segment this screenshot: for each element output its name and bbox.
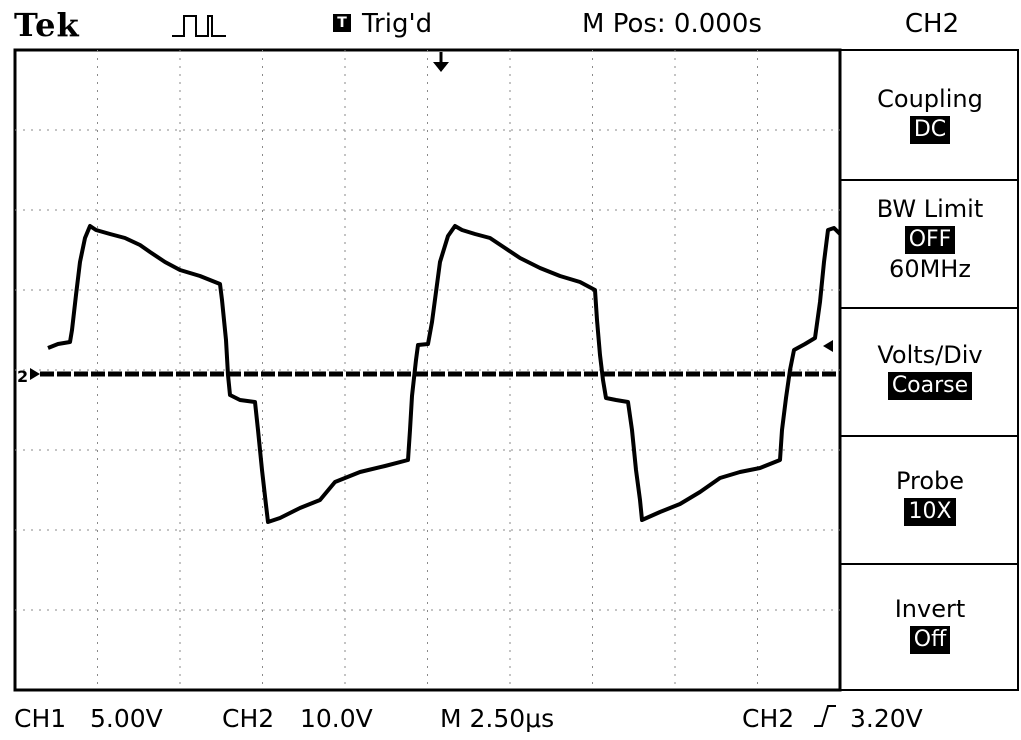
trigger-status: Trig'd (362, 9, 433, 39)
ch1-label: CH1 (14, 704, 67, 733)
ch2-label: CH2 (222, 704, 275, 733)
ch2-scale: 10.0V (300, 704, 373, 733)
status-bar: Tek T Trig'd M Pos: 0.000s CH2 (0, 0, 1021, 46)
probe-option[interactable]: Probe 10X (840, 466, 1020, 526)
channel-menu: Coupling DC BW Limit OFF 60MHz Volts/Div… (840, 52, 1021, 692)
menu-channel-title: CH2 (904, 9, 960, 39)
ch2-trace (47, 224, 842, 524)
coupling-value: DC (909, 116, 951, 144)
bw-limit-option[interactable]: BW Limit OFF 60MHz (840, 194, 1020, 284)
bw-limit-frequency: 60MHz (889, 255, 971, 283)
volts-div-option[interactable]: Volts/Div Coarse (840, 340, 1020, 400)
trigger-level: 3.20V (850, 704, 923, 733)
ch1-scale: 5.00V (90, 704, 163, 733)
ch2-ground-marker: 2 (17, 367, 28, 386)
trigger-level-marker (823, 340, 833, 352)
coupling-label: Coupling (877, 85, 983, 113)
bw-limit-label: BW Limit (876, 195, 984, 223)
volts-div-label: Volts/Div (877, 341, 983, 369)
acquisition-run-icon (172, 15, 226, 37)
trigger-position-marker (433, 62, 449, 72)
bw-limit-value: OFF (904, 226, 956, 254)
trigger-status-icon: T (333, 14, 351, 32)
timebase: M 2.50μs (440, 704, 555, 733)
rising-edge-icon (812, 702, 838, 738)
probe-value: 10X (904, 498, 956, 526)
invert-value: Off (909, 626, 951, 654)
graticule-grid (15, 50, 840, 690)
ground-arrow-icon (30, 368, 40, 380)
coupling-option[interactable]: Coupling DC (840, 84, 1020, 144)
menu-dividers (840, 179, 1018, 565)
invert-option[interactable]: Invert Off (840, 594, 1020, 654)
trigger-source: CH2 (742, 704, 795, 733)
brand-logo: Tek (14, 6, 80, 44)
bottom-status-bar: CH1 5.00V CH2 10.0V M 2.50μs CH2 3.20V (0, 698, 1021, 740)
horizontal-position: M Pos: 0.000s (582, 9, 762, 39)
probe-label: Probe (895, 467, 965, 495)
invert-label: Invert (894, 595, 966, 623)
volts-div-value: Coarse (887, 372, 973, 400)
